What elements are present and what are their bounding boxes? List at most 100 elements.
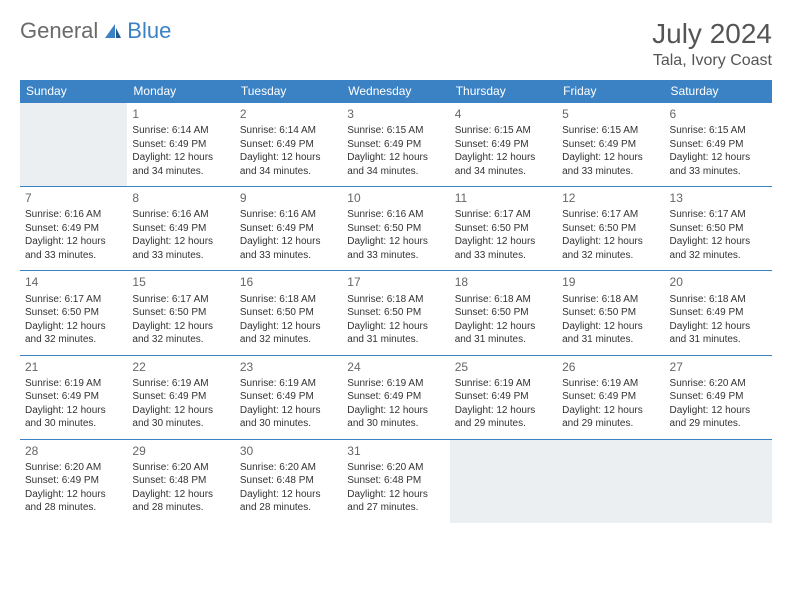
calendar-week-row: 14Sunrise: 6:17 AMSunset: 6:50 PMDayligh… (20, 271, 772, 355)
sunset-text: Sunset: 6:49 PM (25, 474, 122, 488)
calendar-day-cell: 2Sunrise: 6:14 AMSunset: 6:49 PMDaylight… (235, 103, 342, 187)
sunrise-text: Sunrise: 6:14 AM (240, 124, 337, 138)
day-number: 26 (562, 359, 659, 375)
sunrise-text: Sunrise: 6:17 AM (455, 208, 552, 222)
daylight-text: Daylight: 12 hours and 31 minutes. (455, 320, 552, 347)
sunset-text: Sunset: 6:50 PM (132, 306, 229, 320)
sunrise-text: Sunrise: 6:19 AM (25, 377, 122, 391)
calendar-day-cell: 6Sunrise: 6:15 AMSunset: 6:49 PMDaylight… (665, 103, 772, 187)
daylight-text: Daylight: 12 hours and 33 minutes. (670, 151, 767, 178)
daylight-text: Daylight: 12 hours and 30 minutes. (240, 404, 337, 431)
daylight-text: Daylight: 12 hours and 34 minutes. (347, 151, 444, 178)
sunset-text: Sunset: 6:49 PM (347, 390, 444, 404)
daylight-text: Daylight: 12 hours and 28 minutes. (132, 488, 229, 515)
sunset-text: Sunset: 6:48 PM (132, 474, 229, 488)
calendar-day-cell: 27 Sunrise: 6:20 AMSunset: 6:49 PMDayligh… (665, 355, 772, 439)
sunrise-text: Sunrise: 6:16 AM (25, 208, 122, 222)
daylight-text: Daylight: 12 hours and 27 minutes. (347, 488, 444, 515)
calendar-day-cell: 25Sunrise: 6:19 AMSunset: 6:49 PMDayligh… (450, 355, 557, 439)
sunrise-text: Sunrise: 6:15 AM (670, 124, 767, 138)
title-block: July 2024 Tala, Ivory Coast (652, 18, 772, 70)
day-number: 27 (670, 359, 767, 375)
sunset-text: Sunset: 6:48 PM (240, 474, 337, 488)
calendar-day-cell: 22Sunrise: 6:19 AMSunset: 6:49 PMDayligh… (127, 355, 234, 439)
sunset-text: Sunset: 6:49 PM (132, 222, 229, 236)
sunrise-text: Sunrise: 6:15 AM (562, 124, 659, 138)
sunrise-text: Sunrise: 6:20 AM (347, 461, 444, 475)
daylight-text: Daylight: 12 hours and 30 minutes. (25, 404, 122, 431)
daylight-text: Daylight: 12 hours and 32 minutes. (670, 235, 767, 262)
sunrise-text: Sunrise: 6:18 AM (240, 293, 337, 307)
daylight-text: Daylight: 12 hours and 28 minutes. (240, 488, 337, 515)
sunrise-text: Sunrise: 6:20 AM (25, 461, 122, 475)
sunset-text: Sunset: 6:49 PM (455, 390, 552, 404)
daylight-text: Daylight: 12 hours and 31 minutes. (347, 320, 444, 347)
sunset-text: Sunset: 6:50 PM (347, 306, 444, 320)
sunset-text: Sunset: 6:50 PM (240, 306, 337, 320)
sunset-text: Sunset: 6:48 PM (347, 474, 444, 488)
calendar-day-cell: 8Sunrise: 6:16 AMSunset: 6:49 PMDaylight… (127, 187, 234, 271)
day-header: Friday (557, 80, 664, 103)
sunrise-text: Sunrise: 6:19 AM (347, 377, 444, 391)
day-number: 25 (455, 359, 552, 375)
day-header-row: Sunday Monday Tuesday Wednesday Thursday… (20, 80, 772, 103)
sunrise-text: Sunrise: 6:15 AM (455, 124, 552, 138)
calendar-week-row: 7Sunrise: 6:16 AMSunset: 6:49 PMDaylight… (20, 187, 772, 271)
calendar-day-cell: 31Sunrise: 6:20 AMSunset: 6:48 PMDayligh… (342, 439, 449, 523)
calendar-day-cell: 7Sunrise: 6:16 AMSunset: 6:49 PMDaylight… (20, 187, 127, 271)
day-header: Wednesday (342, 80, 449, 103)
sunset-text: Sunset: 6:49 PM (455, 138, 552, 152)
calendar-day-cell: 5Sunrise: 6:15 AMSunset: 6:49 PMDaylight… (557, 103, 664, 187)
daylight-text: Daylight: 12 hours and 34 minutes. (132, 151, 229, 178)
sunrise-text: Sunrise: 6:16 AM (347, 208, 444, 222)
calendar-day-cell: 19Sunrise: 6:18 AMSunset: 6:50 PMDayligh… (557, 271, 664, 355)
calendar-day-cell: 30Sunrise: 6:20 AMSunset: 6:48 PMDayligh… (235, 439, 342, 523)
daylight-text: Daylight: 12 hours and 32 minutes. (25, 320, 122, 347)
daylight-text: Daylight: 12 hours and 30 minutes. (347, 404, 444, 431)
day-number: 29 (132, 443, 229, 459)
day-number: 22 (132, 359, 229, 375)
day-number: 28 (25, 443, 122, 459)
day-header: Saturday (665, 80, 772, 103)
calendar-week-row: 21Sunrise: 6:19 AMSunset: 6:49 PMDayligh… (20, 355, 772, 439)
day-number: 24 (347, 359, 444, 375)
day-number: 10 (347, 190, 444, 206)
calendar-body: 1Sunrise: 6:14 AMSunset: 6:49 PMDaylight… (20, 103, 772, 524)
daylight-text: Daylight: 12 hours and 29 minutes. (670, 404, 767, 431)
sunset-text: Sunset: 6:49 PM (347, 138, 444, 152)
calendar-day-cell: 3Sunrise: 6:15 AMSunset: 6:49 PMDaylight… (342, 103, 449, 187)
location: Tala, Ivory Coast (652, 52, 772, 70)
sunrise-text: Sunrise: 6:18 AM (347, 293, 444, 307)
day-number: 13 (670, 190, 767, 206)
sunset-text: Sunset: 6:49 PM (240, 390, 337, 404)
sunrise-text: Sunrise: 6:19 AM (562, 377, 659, 391)
daylight-text: Daylight: 12 hours and 31 minutes. (670, 320, 767, 347)
calendar-day-cell: 24 Sunrise: 6:19 AMSunset: 6:49 PMDayligh… (342, 355, 449, 439)
day-number: 16 (240, 274, 337, 290)
calendar-day-cell: 11Sunrise: 6:17 AMSunset: 6:50 PMDayligh… (450, 187, 557, 271)
sunrise-text: Sunrise: 6:20 AM (670, 377, 767, 391)
day-number: 9 (240, 190, 337, 206)
sunset-text: Sunset: 6:49 PM (240, 222, 337, 236)
calendar-day-cell (450, 439, 557, 523)
sunset-text: Sunset: 6:49 PM (562, 138, 659, 152)
daylight-text: Daylight: 12 hours and 32 minutes. (562, 235, 659, 262)
sunset-text: Sunset: 6:49 PM (25, 222, 122, 236)
calendar-day-cell: 12Sunrise: 6:17 AMSunset: 6:50 PMDayligh… (557, 187, 664, 271)
daylight-text: Daylight: 12 hours and 28 minutes. (25, 488, 122, 515)
sunset-text: Sunset: 6:49 PM (25, 390, 122, 404)
logo: General Blue (20, 18, 171, 44)
calendar-day-cell: 14Sunrise: 6:17 AMSunset: 6:50 PMDayligh… (20, 271, 127, 355)
day-number: 21 (25, 359, 122, 375)
sunset-text: Sunset: 6:50 PM (562, 306, 659, 320)
calendar-day-cell: 1Sunrise: 6:14 AMSunset: 6:49 PMDaylight… (127, 103, 234, 187)
daylight-text: Daylight: 12 hours and 34 minutes. (455, 151, 552, 178)
sunset-text: Sunset: 6:50 PM (455, 306, 552, 320)
sunrise-text: Sunrise: 6:19 AM (132, 377, 229, 391)
calendar-day-cell: 29Sunrise: 6:20 AMSunset: 6:48 PMDayligh… (127, 439, 234, 523)
daylight-text: Daylight: 12 hours and 31 minutes. (562, 320, 659, 347)
calendar-day-cell: 13Sunrise: 6:17 AMSunset: 6:50 PMDayligh… (665, 187, 772, 271)
daylight-text: Daylight: 12 hours and 32 minutes. (132, 320, 229, 347)
sunset-text: Sunset: 6:49 PM (670, 390, 767, 404)
day-number: 8 (132, 190, 229, 206)
